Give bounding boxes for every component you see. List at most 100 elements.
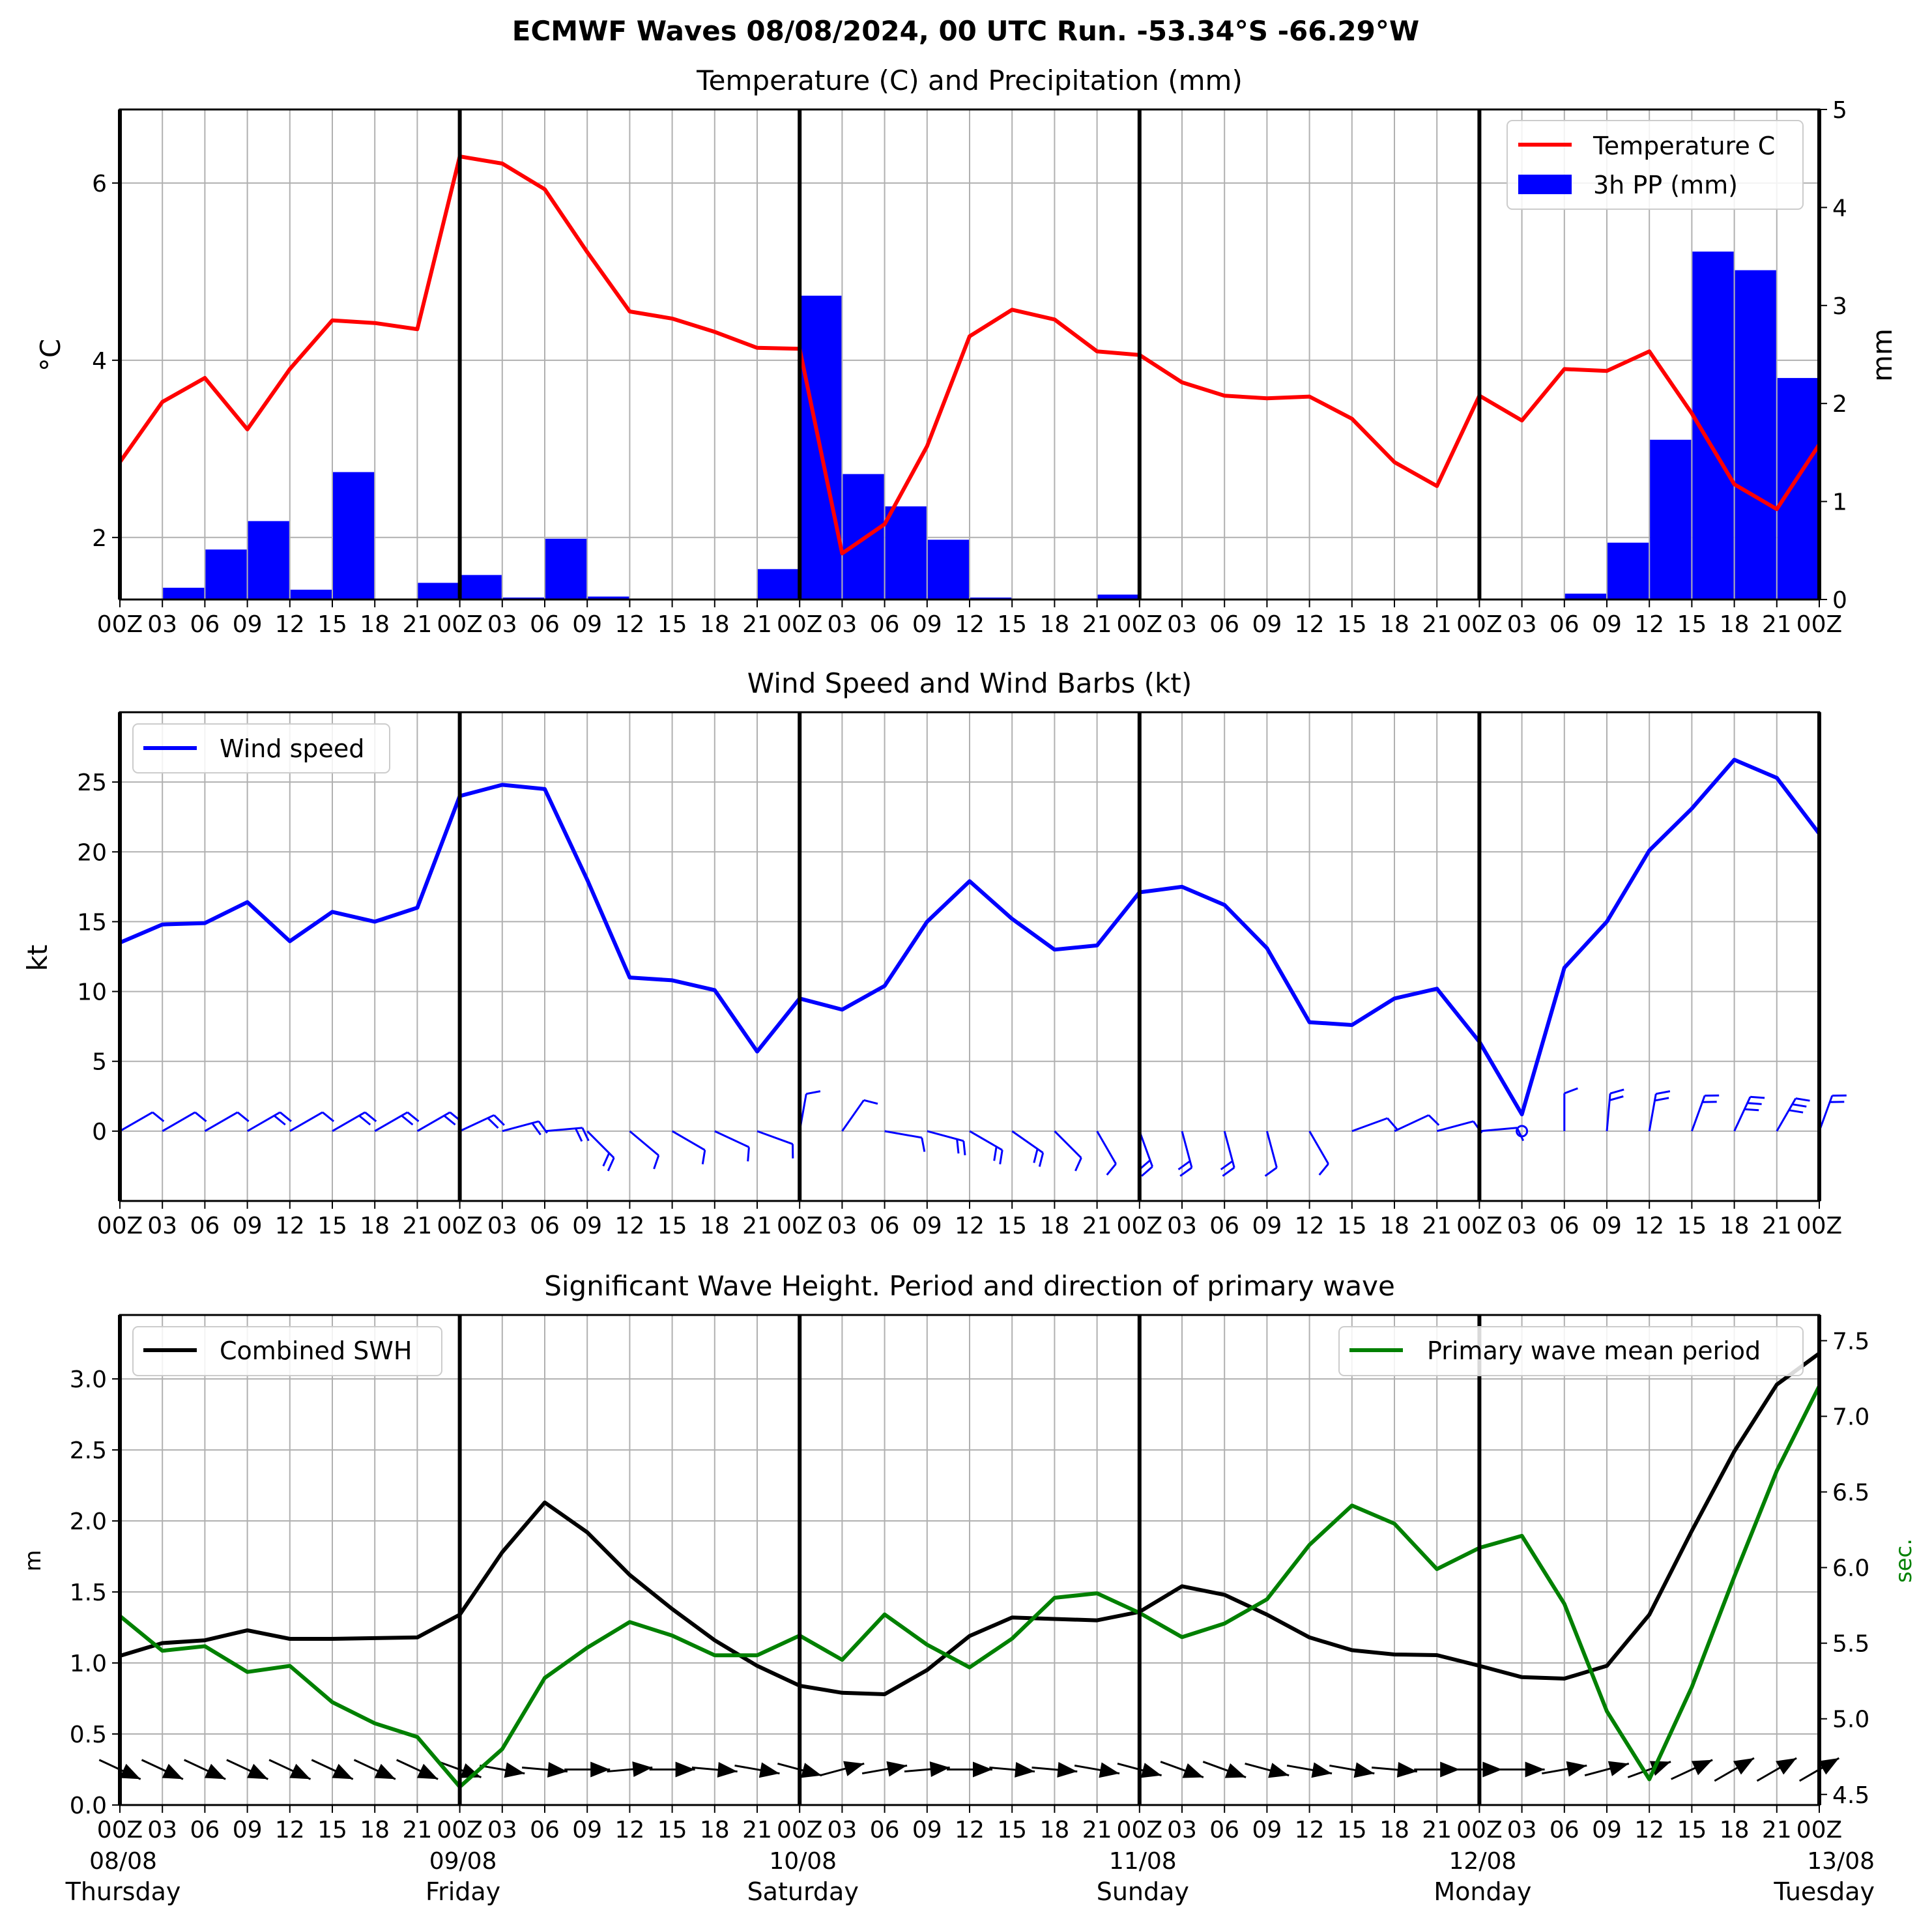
wind-barb: [927, 1130, 966, 1155]
x-tick-label: 12: [1634, 1213, 1664, 1239]
x-tick-label: 06: [190, 611, 220, 638]
y-tick-label: 0.5: [70, 1722, 107, 1748]
wind-barb: [1733, 1095, 1765, 1132]
x-tick-label: 06: [870, 611, 900, 638]
legend-wind-label: Wind speed: [220, 734, 364, 763]
precip-bar: [418, 583, 459, 599]
wind-barb: [1606, 1088, 1624, 1131]
y-tick-label-right: 4: [1832, 195, 1847, 222]
wind-barb: [757, 1130, 794, 1159]
x-tick-label: 00Z: [437, 1817, 482, 1843]
day-date-label: 13/08: [1807, 1848, 1875, 1875]
wind-barb-calm: [1516, 1125, 1529, 1138]
x-tick-label: 06: [870, 1213, 900, 1239]
x-tick-label: 09: [912, 611, 942, 638]
y-tick-label: 2.0: [70, 1509, 107, 1535]
x-tick-label: 09: [1592, 1213, 1622, 1239]
wind-barb: [1818, 1094, 1847, 1132]
wind-barb: [586, 1130, 615, 1172]
y-tick-label-right: 5: [1832, 97, 1847, 124]
x-tick-label: 15: [1677, 1213, 1707, 1239]
day-name-label: Saturday: [747, 1877, 859, 1906]
x-tick-label: 09: [233, 1213, 263, 1239]
x-tick-label: 00Z: [1796, 1213, 1842, 1239]
wave-direction-arrow: [1499, 1761, 1545, 1778]
temperature-legend: Temperature C 3h PP (mm): [1507, 120, 1804, 210]
wind-barb: [1220, 1131, 1235, 1177]
x-tick-label: 03: [487, 1213, 517, 1239]
wave-direction-arrow: [734, 1762, 780, 1778]
wave-arrow-head: [547, 1761, 568, 1778]
wave-direction-arrow: [820, 1761, 865, 1777]
x-tick-label: 21: [742, 1817, 772, 1843]
x-tick-label: 21: [1762, 1213, 1792, 1239]
x-tick-label: 00Z: [777, 1817, 822, 1843]
x-tick-label: 15: [1677, 1817, 1707, 1843]
precip-bar: [588, 596, 629, 599]
x-tick-label: 06: [190, 1213, 220, 1239]
wave-arrow-head: [758, 1762, 780, 1778]
x-tick-label: 12: [614, 1213, 644, 1239]
x-tick-label: 15: [997, 611, 1027, 638]
wind-barb: [1563, 1087, 1578, 1131]
y-tick-label-right: 7.0: [1832, 1404, 1869, 1431]
wave-direction-arrow: [607, 1761, 653, 1778]
x-tick-label: 12: [275, 611, 305, 638]
wave-arrow-head: [1733, 1758, 1754, 1775]
precip-bar: [1564, 593, 1606, 599]
x-tick-label: 15: [317, 611, 347, 638]
x-tick-label: 18: [360, 1817, 390, 1843]
legend-swh-label: Combined SWH: [220, 1336, 412, 1365]
wind-barb: [1394, 1114, 1440, 1133]
wave-direction-arrow: [522, 1761, 568, 1778]
x-tick-label: 09: [1592, 611, 1622, 638]
temperature-series: [118, 154, 1821, 556]
y-tick-label-right: 7.5: [1832, 1328, 1869, 1355]
y-tick-label-right: 1: [1832, 489, 1847, 516]
wind-barb: [289, 1111, 335, 1133]
x-tick-label: 18: [700, 611, 730, 638]
x-tick-label: 03: [147, 1817, 177, 1843]
x-tick-label: 09: [912, 1213, 942, 1239]
wave-arrow-head: [590, 1761, 611, 1778]
panel-wind-title: Wind Speed and Wind Barbs (kt): [747, 667, 1192, 699]
precip-bar: [163, 587, 205, 599]
x-tick-label: 09: [1592, 1817, 1622, 1843]
wave-direction-arrow: [861, 1761, 908, 1777]
x-tick-label: 15: [317, 1817, 347, 1843]
wave-arrow-head: [374, 1763, 396, 1780]
x-tick-label: 03: [827, 611, 857, 638]
x-tick-label: 21: [1762, 1817, 1792, 1843]
wind-barb: [374, 1111, 420, 1133]
x-tick-label: 18: [1039, 1817, 1069, 1843]
x-tick-label: 00Z: [97, 1213, 143, 1239]
x-tick-label: 18: [1720, 1213, 1750, 1239]
y-tick-label-right: 0: [1832, 587, 1847, 614]
y-tick-label: 2: [92, 525, 107, 552]
x-tick-label: 06: [1209, 611, 1239, 638]
x-tick-label: 00Z: [1117, 1817, 1162, 1843]
wave-arrow-head: [1608, 1761, 1629, 1776]
x-tick-label: 12: [275, 1213, 305, 1239]
x-tick-label: 06: [1209, 1817, 1239, 1843]
x-tick-label: 03: [487, 611, 517, 638]
wind-barb: [884, 1130, 926, 1152]
wind-barb: [1690, 1094, 1720, 1132]
wave-arrow-head: [1440, 1761, 1460, 1778]
period-series: [119, 1385, 1821, 1789]
y-axis-label-swh: m: [20, 1550, 46, 1571]
wave-arrow-head: [886, 1761, 908, 1777]
x-tick-label: 18: [1039, 611, 1069, 638]
x-tick-label: 09: [572, 1817, 602, 1843]
temperature-line: [118, 154, 1821, 556]
precip-bar: [1608, 542, 1649, 599]
y-tick-label-right: 6.5: [1832, 1480, 1869, 1507]
wave-arrow-head: [1057, 1761, 1078, 1778]
x-tick-label: 00Z: [97, 611, 143, 638]
x-tick-label: 15: [657, 1817, 687, 1843]
x-tick-label: 03: [1507, 1213, 1537, 1239]
wind-barb: [1776, 1097, 1810, 1132]
x-tick-label: 15: [657, 611, 687, 638]
x-tick-label: 00Z: [777, 611, 822, 638]
